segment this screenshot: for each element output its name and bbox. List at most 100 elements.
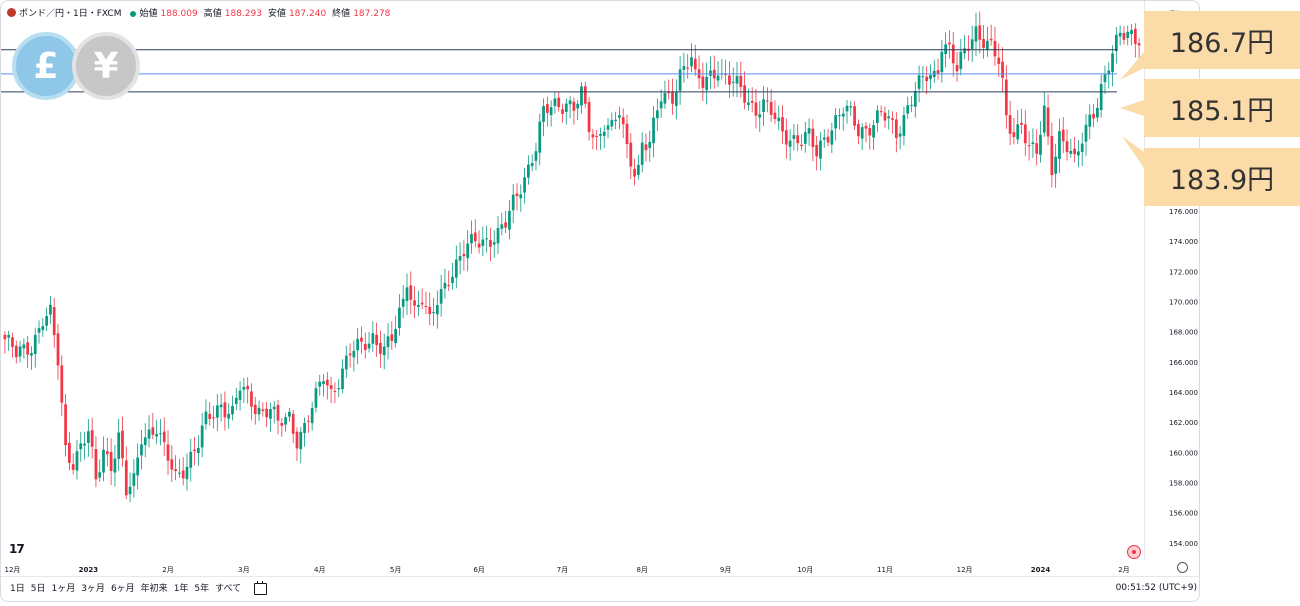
candle-body [644, 144, 648, 151]
candle-body [208, 413, 212, 419]
candle-body [610, 120, 614, 127]
range-selector: 1日 5日 1ヶ月 3ヶ月 6ヶ月 年初来 1年 5年 すべて [7, 578, 244, 600]
candle-body [671, 91, 674, 104]
candle-body [625, 123, 629, 145]
candle-body [265, 408, 269, 418]
candle-body [1103, 74, 1107, 83]
candle-body [970, 39, 974, 49]
x-tick-label: 8月 [636, 566, 647, 574]
candle-body [637, 164, 640, 175]
candle-body [68, 442, 71, 463]
alert-icon[interactable] [1127, 545, 1141, 559]
candle-body [496, 228, 500, 244]
candle-body [231, 405, 234, 415]
gear-icon[interactable] [1177, 562, 1188, 573]
candle-body [443, 282, 447, 289]
candle-body [845, 105, 849, 112]
candle-body [1107, 70, 1111, 75]
candle-body [769, 101, 773, 115]
candle-body [614, 119, 617, 122]
symbol-header: ポンド／円・1日・FXCM 始値 188.009 高値 188.293 安値 187.240… [7, 6, 396, 19]
candle-body [599, 133, 602, 136]
candle-body [333, 390, 337, 392]
candle-body [481, 239, 485, 246]
range-button[interactable]: 1年 [173, 584, 189, 594]
candle-body [75, 451, 79, 471]
candle-body [261, 409, 265, 411]
candle-body [602, 131, 606, 136]
candle-body [105, 451, 109, 455]
candle-body [413, 300, 416, 306]
candle-body [743, 85, 746, 103]
candle-body [45, 315, 48, 326]
candle-body [117, 432, 121, 459]
candle-body [337, 388, 341, 390]
y-tick-label: 174.000 [1169, 238, 1198, 246]
candle-body [1118, 32, 1122, 37]
candle-body [238, 390, 242, 400]
candle-body [545, 104, 549, 113]
candle-body [815, 145, 819, 157]
candle-body [951, 44, 955, 64]
range-button[interactable]: 6ヶ月 [110, 584, 135, 594]
clock[interactable]: 00:51:52 (UTC+9) [1115, 583, 1197, 593]
candle-body [875, 110, 879, 123]
y-tick-label: 166.000 [1169, 359, 1198, 367]
x-tick-label: 10月 [797, 566, 813, 574]
candle-body [580, 86, 583, 106]
candle-body [492, 242, 496, 245]
range-button[interactable]: 3ヶ月 [81, 584, 105, 594]
candle-body [382, 346, 386, 356]
candle-body [284, 417, 287, 425]
candle-body [367, 343, 371, 349]
candle-body [1137, 43, 1141, 46]
candle-body [37, 328, 41, 333]
range-button[interactable]: 1ヶ月 [51, 584, 76, 594]
candle-body [102, 449, 105, 473]
candle-body [883, 112, 887, 121]
symbol-title[interactable]: ポンド／円・1日・FXCM [19, 9, 122, 19]
candle-body [655, 110, 659, 119]
candle-body [363, 343, 367, 351]
candle-body [879, 111, 883, 113]
candle-body [997, 57, 1001, 64]
candle-body [322, 381, 325, 384]
candle-body [435, 304, 439, 315]
candle-body [595, 135, 599, 137]
range-button[interactable]: 5日 [30, 584, 46, 594]
y-tick-label: 158.000 [1169, 480, 1198, 488]
candle-body [1096, 107, 1099, 118]
candle-body [849, 106, 853, 108]
candle-body [682, 66, 686, 70]
candle-body [219, 404, 223, 408]
price-chart[interactable]: 154.000 156.000 158.000 160.000 162.000 164.0… [1, 1, 1199, 576]
range-button[interactable]: すべて [215, 584, 242, 594]
candle-body [466, 243, 470, 259]
range-button[interactable]: 5年 [194, 584, 210, 594]
candle-body [147, 429, 151, 439]
candle-body [542, 106, 545, 122]
candle-body [1073, 148, 1076, 155]
candle-body [193, 449, 196, 452]
range-button[interactable]: 1日 [10, 584, 25, 594]
calendar-icon[interactable] [254, 581, 267, 595]
candle-body [686, 67, 690, 69]
candle-body [1039, 134, 1042, 155]
y-tick-label: 160.000 [1169, 449, 1198, 457]
candle-body [872, 125, 875, 138]
candle-body [587, 102, 591, 133]
candle-body [83, 443, 86, 446]
candle-body [409, 285, 413, 300]
candle-body [561, 109, 564, 114]
tradingview-logo[interactable]: 17 [9, 542, 25, 556]
candle-body [1084, 124, 1088, 142]
candle-body [701, 76, 705, 88]
candle-body [913, 91, 917, 107]
candle-body [136, 457, 140, 476]
candle-body [428, 306, 432, 315]
candle-body [56, 333, 60, 366]
range-button[interactable]: 年初来 [140, 584, 168, 594]
candle-body [1061, 129, 1065, 142]
candle-body [819, 140, 822, 159]
candle-body [868, 127, 872, 136]
